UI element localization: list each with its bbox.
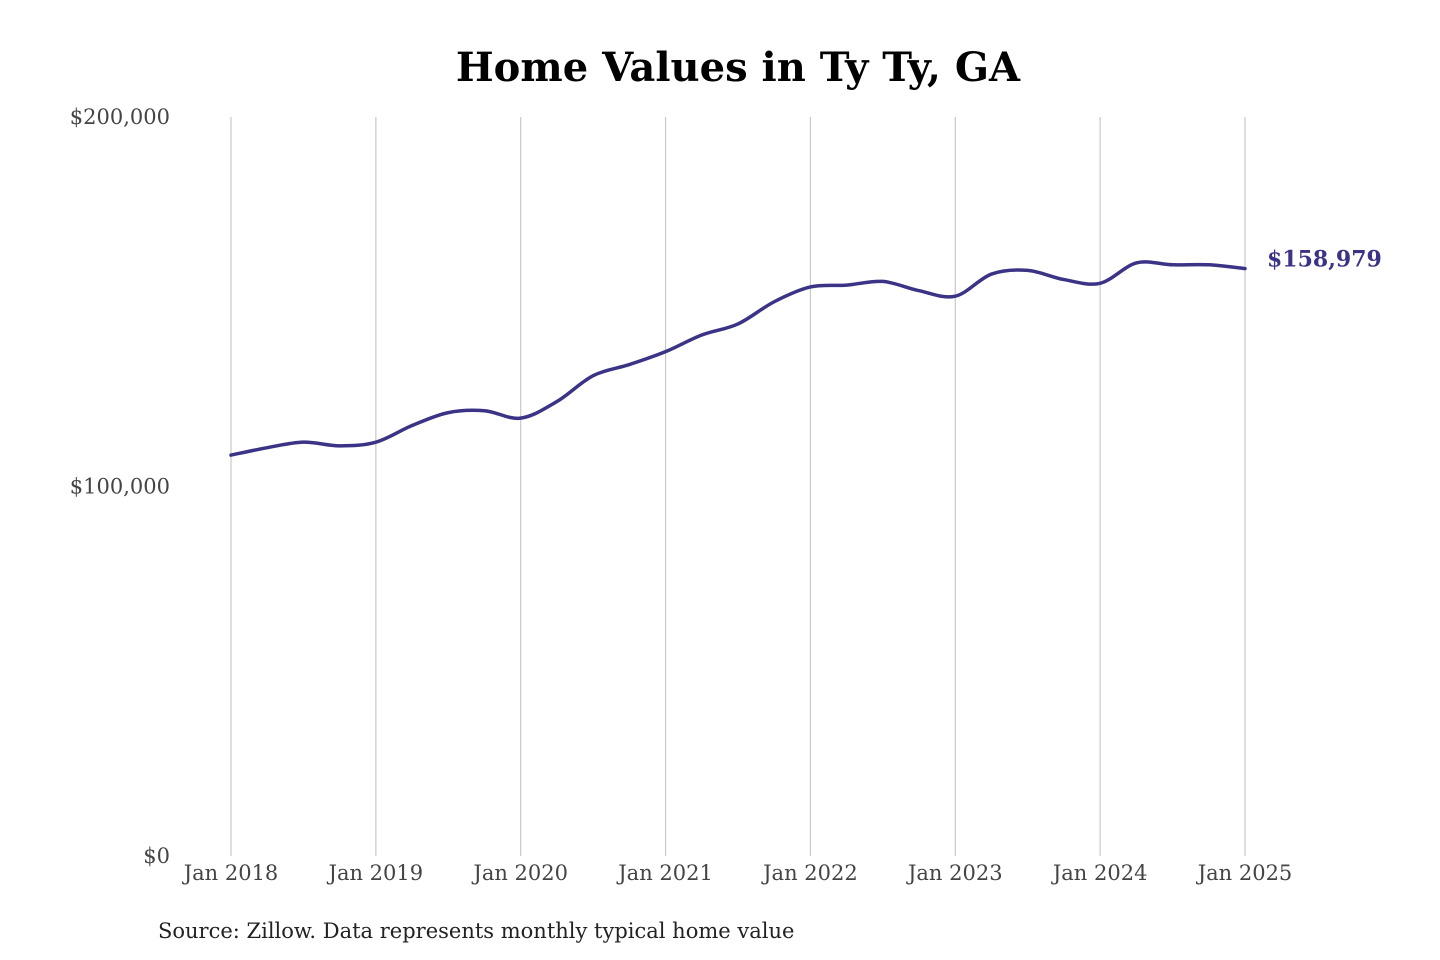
y-tick-label: $200,000 <box>70 105 170 129</box>
end-value-label: $158,979 <box>1267 247 1382 273</box>
grid-layer <box>230 117 1246 856</box>
x-tick-label: Jan 2025 <box>1196 861 1293 885</box>
x-tick-label: Jan 2021 <box>616 861 713 885</box>
x-axis: Jan 2018 Jan 2019 Jan 2020 Jan 2021 Jan 2022… <box>182 861 1293 885</box>
chart-title: Home Values in Ty Ty, GA <box>456 44 1021 91</box>
x-tick-label: Jan 2022 <box>761 861 858 885</box>
x-tick-label: Jan 2018 <box>182 861 279 885</box>
series-line <box>229 260 1247 457</box>
y-tick-label: $0 <box>143 844 170 868</box>
x-tick-label: Jan 2020 <box>471 861 568 885</box>
x-tick-label: Jan 2024 <box>1051 861 1148 885</box>
x-tick-label: Jan 2019 <box>327 861 424 885</box>
y-tick-label: $100,000 <box>70 475 170 499</box>
chart-source: Source: Zillow. Data represents monthly … <box>158 919 794 943</box>
y-axis: $0 $100,000 $200,000 <box>70 105 170 868</box>
x-tick-label: Jan 2023 <box>906 861 1003 885</box>
series-layer: $158,979 <box>229 247 1382 457</box>
